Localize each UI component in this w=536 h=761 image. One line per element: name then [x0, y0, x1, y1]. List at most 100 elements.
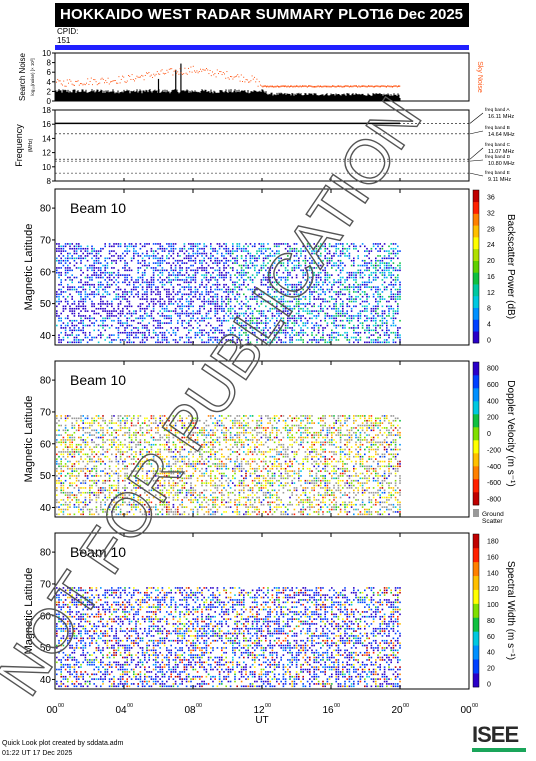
scatter-cell: [86, 441, 89, 444]
scatter-cell: [331, 295, 333, 298]
scatter-cell: [163, 303, 166, 305]
scatter-cell: [128, 441, 131, 444]
scatter-cell: [276, 305, 278, 308]
scatter-cell: [328, 259, 331, 262]
sky-noise-point: [104, 82, 105, 84]
scatter-cell: [119, 312, 122, 315]
scatter-cell: [383, 322, 386, 324]
scatter-cell: [232, 243, 234, 245]
scatter-cell: [212, 283, 214, 286]
scatter-cell: [317, 315, 320, 317]
scatter-cell: [97, 417, 100, 420]
scatter-cell: [91, 257, 93, 260]
freq-band-value: 16.11 MHz: [488, 114, 514, 120]
scatter-cell: [214, 247, 216, 250]
scatter-cell: [355, 327, 357, 329]
sky-noise-point: [382, 85, 384, 87]
scatter-cell: [161, 271, 164, 274]
scatter-cell: [126, 250, 128, 252]
scatter-cell: [302, 334, 304, 336]
scatter-cell: [119, 315, 122, 317]
scatter-cell: [67, 496, 69, 499]
scatter-cell: [126, 496, 128, 499]
sky-noise-point: [375, 85, 377, 88]
scatter-cell: [69, 441, 71, 444]
scatter-cell: [225, 243, 227, 245]
scatter-cell: [280, 317, 282, 320]
sky-noise-point: [369, 85, 371, 88]
scatter-cell: [67, 334, 69, 336]
scatter-cell: [71, 243, 73, 245]
scatter-cell: [124, 479, 126, 482]
scatter-cell: [137, 281, 139, 284]
scatter-cell: [377, 300, 379, 303]
scatter-cell: [315, 334, 318, 336]
scatter-cell: [205, 279, 208, 281]
scatter-cell: [348, 319, 351, 322]
scatter-cell: [282, 331, 285, 334]
scatter-cell: [350, 271, 353, 274]
scatter-cell: [309, 293, 311, 296]
scatter-cell: [177, 319, 179, 322]
scatter-cell: [97, 274, 100, 276]
scatter-cell: [93, 460, 95, 463]
scatter-cell: [276, 310, 278, 312]
scatter-cell: [75, 288, 78, 291]
scatter-cell: [139, 501, 142, 504]
sky-noise-point: [258, 81, 260, 83]
scatter-cell: [386, 322, 388, 324]
scatter-cell: [84, 496, 87, 499]
scatter-cell: [80, 436, 82, 439]
sky-noise-point: [354, 85, 356, 87]
scatter-cell: [245, 339, 247, 341]
scatter-cell: [137, 417, 139, 420]
scatter-cell: [104, 467, 106, 470]
scatter-cell: [262, 257, 265, 260]
scatter-cell: [346, 317, 348, 320]
scatter-cell: [326, 288, 329, 291]
scatter-cell: [210, 243, 212, 245]
scatter-cell: [192, 279, 194, 281]
scatter-cell: [304, 298, 307, 300]
scatter-cell: [372, 334, 375, 336]
sky-noise-point: [68, 82, 69, 84]
scatter-cell: [115, 472, 117, 475]
scatter-cell: [122, 491, 124, 494]
scatter-cell: [86, 470, 89, 472]
scatter-cell: [245, 279, 247, 281]
scatter-cell: [315, 310, 318, 312]
scatter-cell: [133, 499, 135, 501]
scatter-cell: [214, 269, 216, 272]
scatter-cell: [179, 300, 181, 303]
scatter-cell: [64, 419, 67, 422]
scatter-cell: [399, 250, 401, 252]
scatter-cell: [124, 291, 126, 293]
scatter-cell: [130, 424, 133, 427]
scatter-cell: [71, 494, 73, 496]
scatter-cell: [295, 247, 298, 250]
scatter-cell: [375, 312, 377, 315]
scatter-cell: [73, 513, 76, 516]
scatter-cell: [73, 327, 76, 329]
scatter-cell: [216, 250, 219, 252]
scatter-cell: [137, 305, 139, 308]
scatter-cell: [128, 443, 131, 446]
sky-noise-point: [398, 85, 399, 87]
scatter-cell: [106, 264, 109, 267]
scatter-cell: [249, 279, 252, 281]
scatter-cell: [67, 503, 69, 506]
scatter-cell: [71, 247, 73, 250]
scatter-cell: [152, 255, 155, 257]
scatter-cell: [300, 286, 302, 288]
scatter-cell: [137, 279, 139, 281]
scatter-cell: [60, 291, 62, 293]
scatter-cell: [377, 303, 379, 305]
scatter-cell: [119, 322, 122, 324]
scatter-cell: [392, 293, 395, 296]
scatter-cell: [317, 274, 320, 276]
scatter-cell: [122, 496, 124, 499]
scatter-cell: [267, 286, 269, 288]
scatter-cell: [60, 250, 62, 252]
scatter-cell: [95, 511, 98, 513]
scatter-cell: [93, 264, 95, 267]
